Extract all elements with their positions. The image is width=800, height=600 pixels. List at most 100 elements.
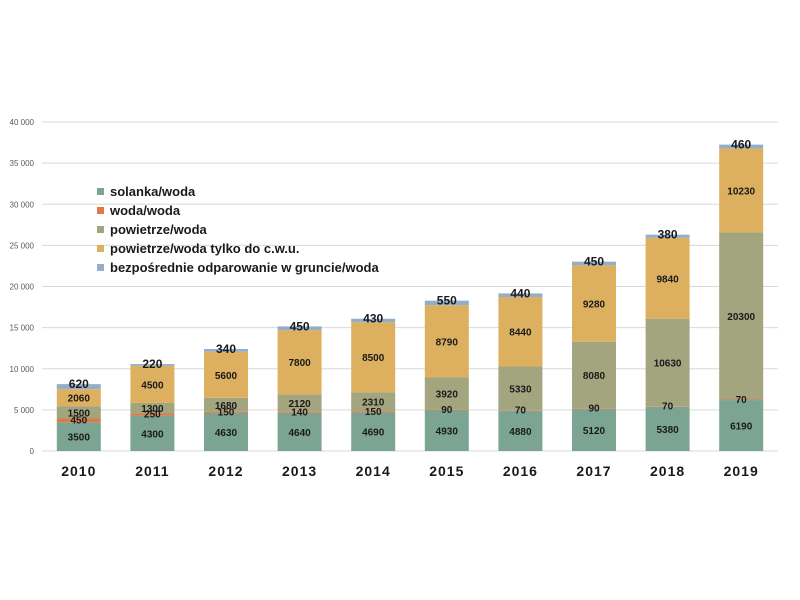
bar-segment	[719, 399, 764, 401]
x-tick-label: 2013	[282, 463, 317, 479]
y-axis: 0 5 000 10 000 15 000 20 000 25 000 30 000 35 0…	[10, 118, 35, 456]
data-label: 340	[216, 342, 236, 356]
data-label: 430	[363, 312, 383, 326]
x-tick-label: 2011	[135, 463, 169, 479]
bar-segment	[719, 148, 764, 233]
x-tick-label: 2017	[576, 463, 611, 479]
bar-segment	[424, 410, 469, 451]
data-label: 5120	[583, 426, 606, 437]
data-label: 8080	[583, 371, 606, 382]
bar-segment	[277, 411, 322, 413]
bar-segment	[351, 412, 396, 451]
data-label: 90	[588, 404, 600, 415]
data-label: 4640	[288, 428, 311, 439]
y-tick-label: 35 000	[10, 159, 35, 168]
data-label: 450	[290, 319, 310, 333]
data-label: 4630	[215, 428, 238, 439]
bar-segment	[498, 410, 543, 411]
data-label: 9280	[583, 300, 606, 311]
bar-segment	[351, 392, 396, 412]
data-labels: 3500450150020606204300250130045002204630…	[68, 138, 756, 444]
data-label: 450	[584, 255, 604, 269]
data-label: 6190	[730, 422, 753, 433]
bar-segment	[645, 234, 690, 238]
legend-swatch	[97, 226, 104, 233]
data-label: 10630	[654, 358, 682, 369]
legend: solanka/woda woda/woda powietrze/woda powie…	[97, 182, 379, 277]
y-tick-label: 20 000	[10, 283, 35, 292]
bar-segment	[498, 366, 543, 411]
bar-segment	[645, 237, 690, 319]
bar-segment	[130, 365, 175, 403]
bar-segment	[130, 364, 175, 366]
legend-swatch	[97, 264, 104, 271]
bar-segment	[277, 394, 322, 412]
x-axis: 2010 2011 2012 2013 2014 2015 2016 2017 2018 2019	[61, 463, 758, 479]
bar-segment	[719, 232, 764, 400]
legend-item: woda/woda	[97, 201, 379, 220]
data-label: 8790	[436, 337, 459, 348]
legend-swatch	[97, 207, 104, 214]
bar-segment	[498, 297, 543, 367]
data-label: 2120	[288, 399, 311, 410]
data-label: 1500	[68, 408, 91, 419]
data-label: 1680	[215, 401, 238, 412]
bar-segment	[130, 415, 175, 451]
data-label: 450	[70, 415, 87, 426]
bar-segment	[351, 318, 396, 323]
legend-item: solanka/woda	[97, 182, 379, 201]
bar-segment	[130, 402, 175, 414]
y-tick-label: 30 000	[10, 200, 35, 209]
legend-label: woda/woda	[110, 203, 181, 218]
bar-segment	[204, 351, 248, 398]
data-label: 5380	[656, 425, 679, 436]
bar-segment	[56, 418, 101, 423]
data-label: 150	[218, 407, 235, 418]
data-label: 150	[365, 407, 382, 418]
bar-segment	[645, 406, 690, 407]
data-label: 460	[731, 138, 751, 152]
legend-item: powietrze/woda	[97, 220, 379, 239]
data-label: 2310	[362, 398, 385, 409]
legend-swatch	[97, 188, 104, 195]
bar-segment	[719, 400, 764, 451]
data-label: 20300	[727, 312, 755, 323]
x-tick-label: 2014	[356, 463, 391, 479]
data-label: 3500	[68, 433, 91, 444]
bar-segment	[572, 408, 616, 451]
legend-swatch	[97, 245, 104, 252]
data-label: 8500	[362, 353, 385, 364]
bar-segment	[56, 389, 101, 407]
bar-segment	[572, 341, 616, 409]
data-label: 90	[441, 405, 453, 416]
bar-segment	[56, 422, 101, 451]
data-label: 70	[736, 395, 748, 406]
x-tick-label: 2012	[208, 463, 243, 479]
data-label: 4300	[141, 429, 164, 440]
bars	[56, 144, 764, 451]
bar-segment	[572, 265, 616, 342]
bar-segment	[56, 406, 101, 419]
data-label: 550	[437, 294, 457, 308]
data-label: 8440	[509, 328, 532, 339]
data-label: 250	[144, 410, 161, 421]
x-tick-label: 2018	[650, 463, 685, 479]
bar-segment	[498, 293, 543, 298]
data-label: 4880	[509, 427, 532, 438]
y-tick-label: 15 000	[10, 324, 35, 333]
data-label: 140	[291, 407, 308, 418]
bar-segment	[204, 411, 248, 413]
data-label: 4500	[141, 380, 164, 391]
legend-label: bezpośrednie odparowanie w gruncie/woda	[110, 260, 379, 275]
data-label: 9840	[656, 274, 679, 285]
bar-segment	[572, 408, 616, 409]
data-label: 5600	[215, 371, 238, 382]
bar-segment	[204, 397, 248, 412]
data-label: 1300	[141, 404, 164, 415]
data-label: 4930	[436, 427, 459, 438]
bar-segment	[130, 413, 175, 416]
data-label: 70	[662, 401, 674, 412]
legend-item: bezpośrednie odparowanie w gruncie/woda	[97, 258, 379, 277]
data-label: 7800	[288, 358, 311, 369]
